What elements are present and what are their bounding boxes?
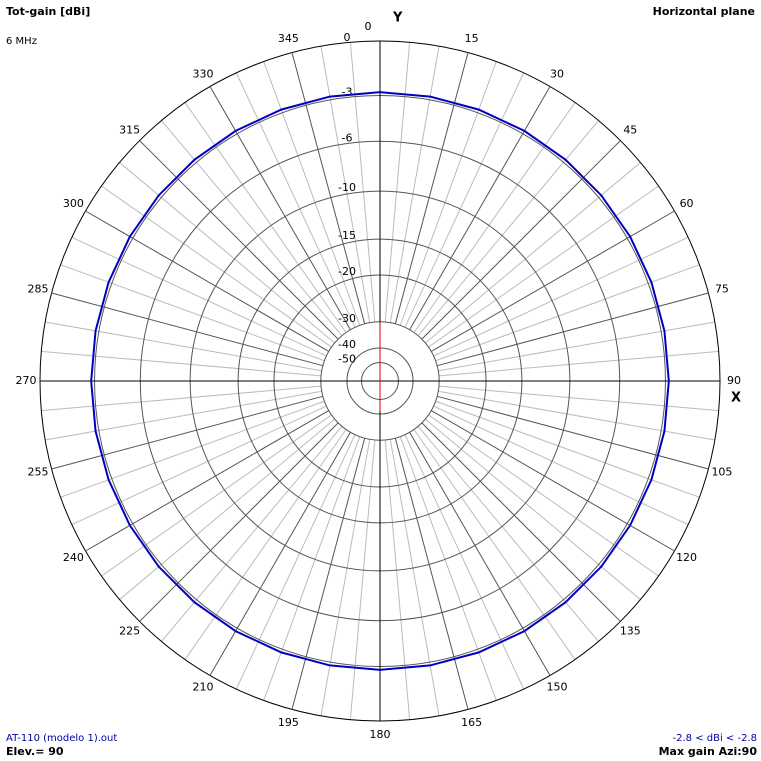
angle-label: 135 <box>620 624 641 637</box>
radial-line <box>209 432 351 676</box>
r-tick-label: -40 <box>338 338 356 351</box>
radial-line <box>85 210 329 352</box>
radial-line <box>209 86 351 330</box>
radial-line <box>421 140 621 340</box>
radial-line <box>291 52 366 324</box>
angle-label: 330 <box>193 67 214 80</box>
radial-line <box>409 432 551 676</box>
radial-line <box>291 438 366 710</box>
angle-label: 240 <box>63 551 84 564</box>
angle-label: 300 <box>63 197 84 210</box>
r-tick-label: -30 <box>338 312 356 325</box>
radial-line <box>139 140 339 340</box>
gain-range: -2.8 < dBi < -2.8 <box>673 733 757 744</box>
angle-label: 225 <box>119 624 140 637</box>
r-tick-label: -15 <box>338 229 356 242</box>
frequency: 6 MHz <box>6 36 37 47</box>
angle-label: 345 <box>278 32 299 45</box>
radial-line <box>139 422 339 622</box>
angle-label: 315 <box>119 124 140 137</box>
radial-line <box>431 210 675 352</box>
minor-radial <box>71 236 327 357</box>
r-tick-label: -50 <box>338 353 356 366</box>
angle-label: 105 <box>711 466 732 479</box>
minor-radial <box>71 405 327 526</box>
angle-label: 150 <box>547 681 568 694</box>
r-tick-label: -20 <box>338 265 356 278</box>
angle-label: 165 <box>461 716 482 729</box>
minor-radial <box>161 120 343 336</box>
angle-label: 45 <box>623 124 637 137</box>
minor-radial <box>417 120 599 336</box>
minor-radial <box>417 426 599 642</box>
radial-line <box>431 410 675 552</box>
r-tick-label: 0 <box>344 31 351 44</box>
angle-label: 285 <box>28 282 49 295</box>
radial-line <box>51 292 323 367</box>
minor-radial <box>404 434 525 690</box>
minor-radial <box>433 405 689 526</box>
max-gain: Max gain Azi:90 <box>659 745 758 758</box>
r-tick-label: -3 <box>342 86 353 99</box>
angle-label: 120 <box>676 551 697 564</box>
angle-label: 0 <box>365 20 372 33</box>
radial-line <box>437 292 709 367</box>
radial-line <box>437 395 709 470</box>
minor-radial <box>161 426 343 642</box>
pattern-line <box>90 91 670 671</box>
angle-label: 210 <box>193 681 214 694</box>
minor-radial <box>433 236 689 357</box>
minor-radial <box>404 72 525 328</box>
chart-title: Tot-gain [dBi] <box>6 5 90 18</box>
legend-entry: AT-110 (modelo 1).out <box>6 733 117 744</box>
y-axis-label: Y <box>392 11 403 26</box>
x-axis-label: X <box>731 391 741 406</box>
minor-radial <box>425 418 641 600</box>
radial-line <box>394 52 469 324</box>
angle-label: 255 <box>28 466 49 479</box>
plane-label: Horizontal plane <box>653 5 755 18</box>
minor-radial <box>119 418 335 600</box>
radial-line <box>394 438 469 710</box>
radial-line <box>421 422 621 622</box>
angle-label: 15 <box>465 32 479 45</box>
radial-line <box>51 395 323 470</box>
angle-label: 75 <box>715 282 729 295</box>
minor-radial <box>235 72 356 328</box>
angle-label: 60 <box>680 197 694 210</box>
angle-label: 270 <box>16 374 37 387</box>
minor-radial <box>235 434 356 690</box>
minor-radial <box>425 162 641 344</box>
angle-label: 195 <box>278 716 299 729</box>
angle-label: 180 <box>370 728 391 741</box>
angle-label: 30 <box>550 67 564 80</box>
r-tick-label: -10 <box>338 181 356 194</box>
r-tick-label: -6 <box>342 131 353 144</box>
radial-line <box>409 86 551 330</box>
minor-radial <box>119 162 335 344</box>
radial-line <box>85 410 329 552</box>
elevation: Elev.= 90 <box>6 745 64 758</box>
angle-label: 90 <box>727 374 741 387</box>
